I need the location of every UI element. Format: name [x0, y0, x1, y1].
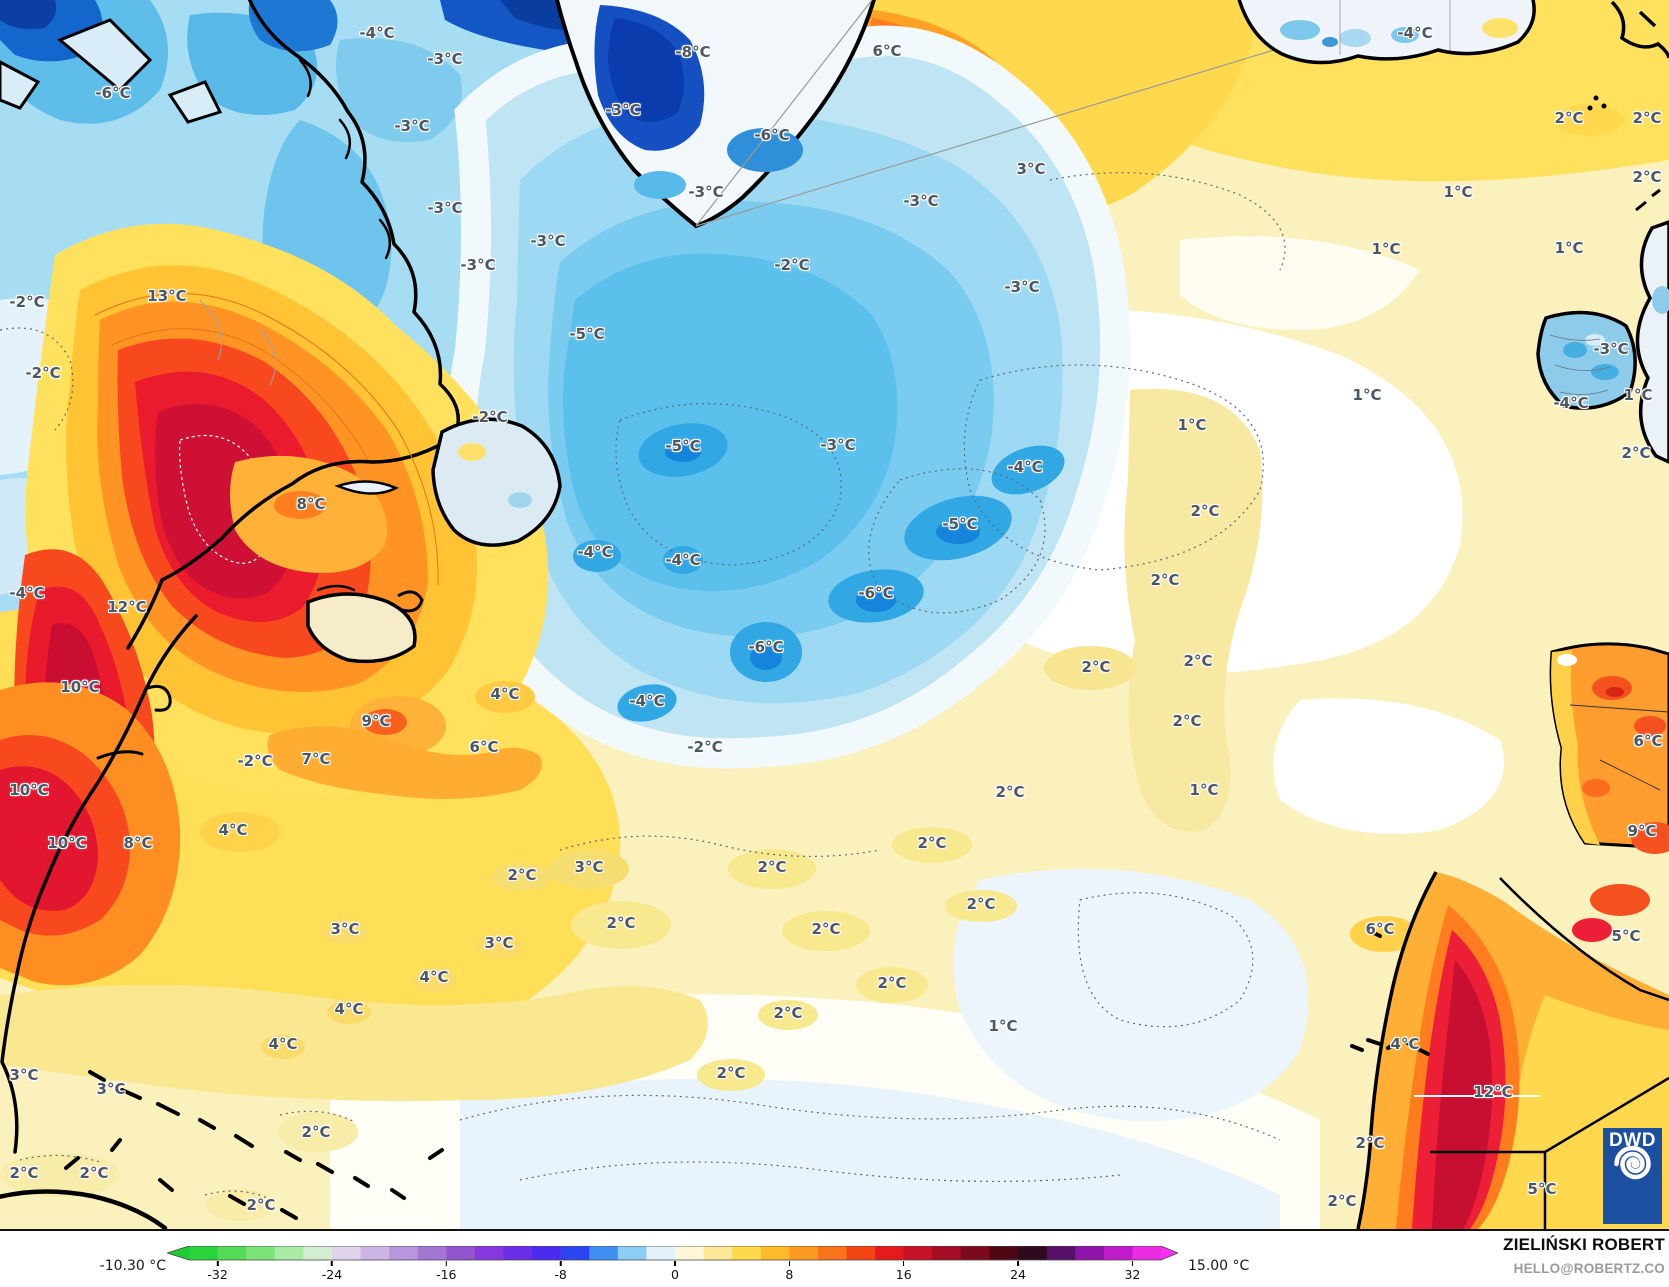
- dwd-spiral-icon: [1614, 1145, 1651, 1180]
- colorbar-tick: 8: [785, 1261, 793, 1282]
- colorbar-tick: -24: [322, 1261, 342, 1282]
- colorbar-tick: 32: [1124, 1261, 1140, 1282]
- colorbar-tick: 16: [896, 1261, 912, 1282]
- colorbar-tick: -8: [554, 1261, 567, 1282]
- attribution-name: ZIELIŃSKI ROBERT: [1503, 1235, 1665, 1254]
- colorbar-ticks: -32 -24 -16 -8 0 8 16 24 32: [189, 1261, 1161, 1287]
- attribution-email: HELLO@ROBERTZ.CO: [1513, 1261, 1665, 1276]
- colorbar-max-value: 15.00 °C: [1188, 1258, 1250, 1274]
- map-canvas: -4°C -3°C -6°C -3°C -3°C -3°C -3°C 13°C -2°C -2°C…: [0, 0, 1669, 1231]
- dwd-logo-text: DWD: [1609, 1130, 1656, 1151]
- colorbar-tick: -32: [207, 1261, 228, 1282]
- europe-coasts: [1536, 0, 1669, 464]
- iberia: [1549, 642, 1669, 850]
- greenland: [554, 0, 1301, 229]
- warm-contour-rings: [94, 293, 439, 586]
- islands-america: [0, 18, 562, 664]
- bahamas-caribbean: [64, 1070, 444, 1220]
- temperature-colorbar: [167, 1246, 1178, 1261]
- iceland: [1237, 0, 1536, 65]
- colorbar-tick: 0: [671, 1261, 679, 1282]
- colorbar-footer: -10.30 °C -32 -24 -16 -8 0 8 16 24 32 15.00 °C Z…: [0, 1231, 1669, 1287]
- colorbar-tick: 24: [1010, 1261, 1026, 1282]
- dwd-logo: DWD: [1603, 1128, 1662, 1224]
- northwest-africa: [1350, 822, 1669, 1229]
- attribution: ZIELIŃSKI ROBERT HELLO@ROBERTZ.CO: [1503, 1235, 1665, 1276]
- map-art: [0, 0, 1669, 1229]
- colorbar-tick: -16: [436, 1261, 456, 1282]
- colorbar-min-value: -10.30 °C: [99, 1258, 166, 1274]
- dotted-contours: [0, 172, 1286, 1201]
- cold-pool-atlantic: [225, 25, 1131, 786]
- pale-yellow-tongues-south: [0, 388, 1418, 1221]
- coastlines-america: [0, 0, 460, 1229]
